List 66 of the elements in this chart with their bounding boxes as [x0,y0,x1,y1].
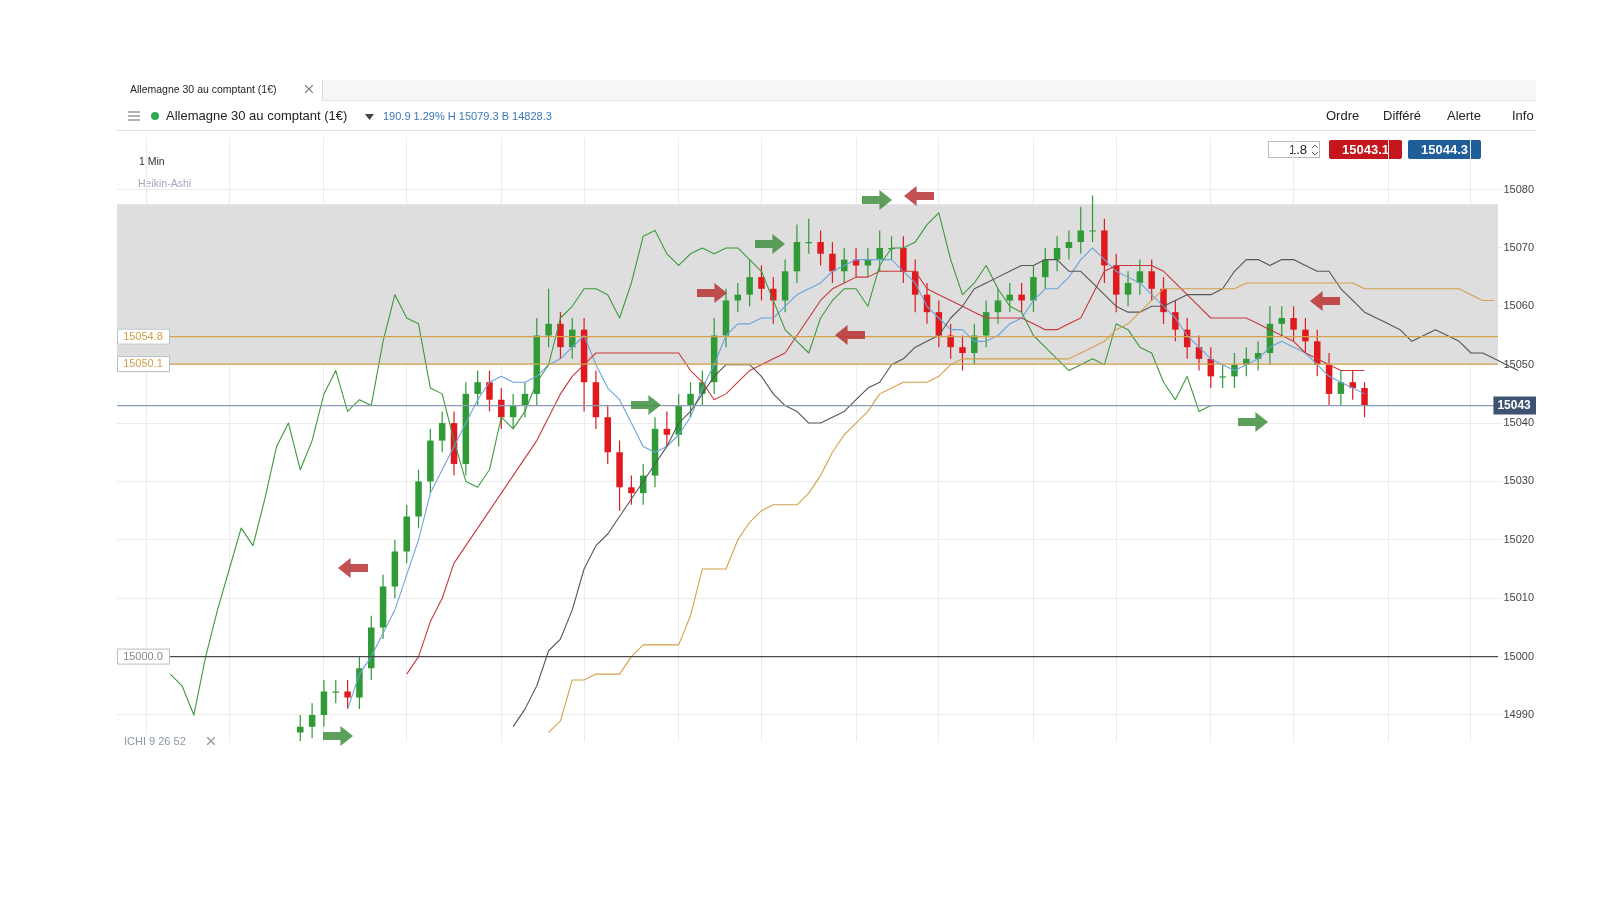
candlestick [297,714,304,742]
candlestick [746,259,753,307]
candlestick [1278,305,1286,337]
candlestick [971,323,978,366]
ref-line-label: 15050.1 [123,357,163,370]
text: Allemagne 30 au comptant (1€) [130,83,277,95]
candlestick [1077,206,1084,255]
y-tick-label: 15060 [1503,299,1534,312]
candlestick [344,679,351,710]
candlestick [994,288,1002,325]
candlestick [1172,299,1179,342]
candlestick [900,235,907,284]
candlestick [829,241,836,284]
y-tick-label: 15040 [1503,416,1534,429]
annotation: 1 Min [139,155,165,167]
text: Ordre [1326,108,1360,123]
y-tick-label: 15050 [1503,357,1534,370]
y-tick-label: 15080 [1503,182,1534,195]
candlestick [569,317,576,360]
candlestick [1290,305,1297,342]
text: Info [1512,108,1534,123]
y-tick-label: 15070 [1503,240,1534,253]
ref-line-label: 15054.8 [123,329,163,342]
y-tick-label: 15030 [1503,474,1534,487]
text: Différé [1383,108,1422,123]
candlestick [959,334,966,372]
y-tick-label: 14990 [1503,707,1534,720]
candlestick [1302,317,1309,354]
ref-line-label: 15043 [1497,397,1532,412]
chart-title: Allemagne 30 au comptant (1€) [166,108,348,123]
candlestick [320,679,328,728]
candlestick [1219,364,1226,389]
candlestick [498,387,505,430]
candlestick [1089,194,1096,243]
candlestick [1065,229,1073,261]
annotation: Heikin-Ashi [138,177,192,189]
candlestick [947,323,954,360]
candlestick [474,369,481,407]
chart-subtitle: 190.9 1.29% H 15079.3 B 14828.3 [383,110,552,122]
candlestick [758,264,765,302]
candlestick [438,410,446,453]
y-tick-label: 15000 [1503,649,1534,662]
text: Alerte [1447,108,1481,123]
candlestick [1042,247,1049,290]
y-tick-label: 15010 [1503,591,1534,604]
candlestick [557,311,564,360]
candlestick [817,229,824,267]
annotation: 15044.3 [1408,140,1481,159]
candlestick [687,381,694,418]
ref-line-label: 15000.0 [123,649,163,662]
candlestick [1349,369,1356,401]
candlestick [308,702,316,739]
candlestick [1361,381,1368,418]
candlestick [663,410,671,448]
candlestick [876,229,883,272]
annotation: 15043.1 [1329,140,1402,159]
candlestick [1124,270,1132,307]
candlestick [545,288,552,348]
candlestick [628,475,635,506]
candlestick [486,369,493,412]
candlestick [1030,264,1037,313]
annotation: 1.8 [1268,141,1320,158]
candlestick [1018,282,1025,313]
annotation: ICHI 9 26 52 [124,735,186,747]
candlestick [1148,259,1155,302]
y-tick-label: 15020 [1503,532,1534,545]
